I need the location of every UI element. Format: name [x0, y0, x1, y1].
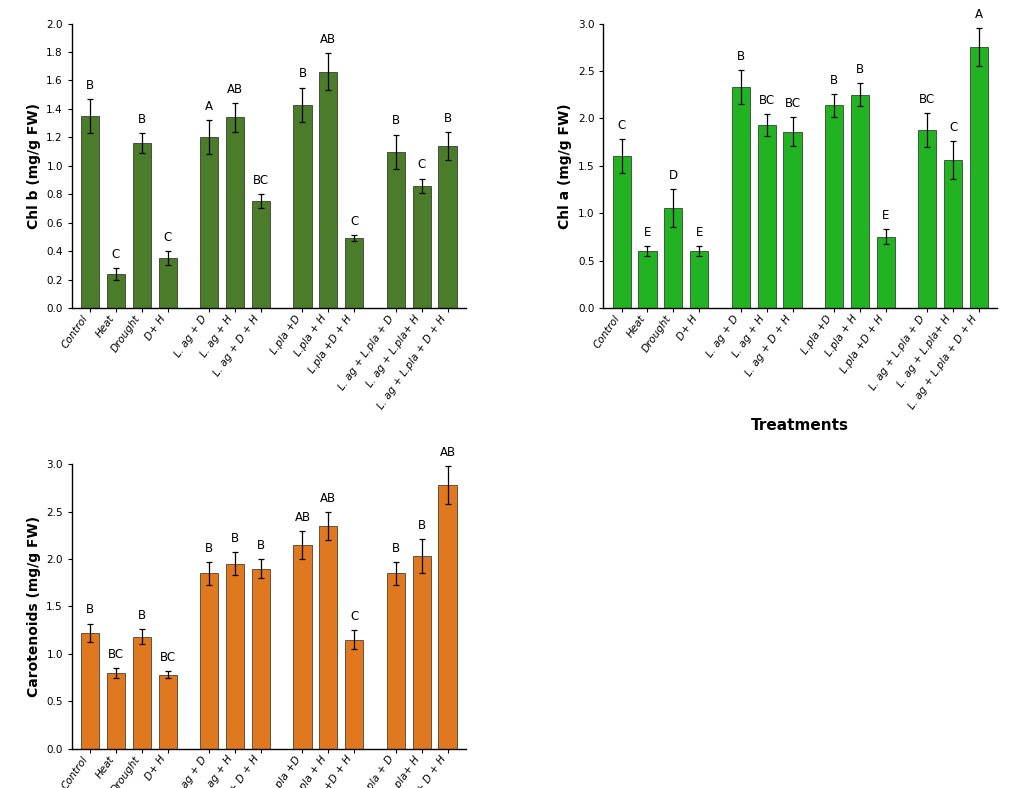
- Text: AB: AB: [321, 33, 336, 46]
- Text: Treatments: Treatments: [751, 418, 849, 433]
- Bar: [226, 563, 245, 749]
- Text: B: B: [231, 533, 240, 545]
- Bar: [638, 251, 657, 308]
- Text: C: C: [949, 121, 957, 134]
- Text: AB: AB: [439, 446, 455, 459]
- Text: C: C: [163, 231, 172, 244]
- Bar: [783, 132, 802, 308]
- Bar: [944, 160, 962, 308]
- Text: BC: BC: [784, 98, 801, 110]
- Bar: [293, 105, 311, 308]
- Text: B: B: [830, 73, 838, 87]
- Text: B: B: [417, 519, 426, 532]
- Bar: [158, 258, 177, 308]
- Bar: [387, 574, 405, 749]
- Text: BC: BC: [108, 648, 124, 661]
- Bar: [81, 116, 99, 308]
- Bar: [252, 569, 270, 749]
- Bar: [412, 556, 431, 749]
- Text: E: E: [882, 209, 889, 222]
- Text: D: D: [669, 169, 677, 182]
- Text: B: B: [257, 539, 265, 552]
- Bar: [345, 640, 363, 749]
- Text: B: B: [138, 609, 146, 622]
- Text: B: B: [298, 68, 306, 80]
- Bar: [226, 117, 245, 308]
- Text: C: C: [417, 158, 426, 172]
- Bar: [293, 545, 311, 749]
- Text: B: B: [138, 113, 146, 126]
- Bar: [613, 156, 630, 308]
- Bar: [824, 105, 843, 308]
- Bar: [200, 137, 218, 308]
- Bar: [877, 237, 894, 308]
- Text: B: B: [737, 50, 745, 63]
- Text: C: C: [351, 215, 359, 229]
- Bar: [439, 485, 456, 749]
- Text: AB: AB: [321, 492, 336, 504]
- Text: C: C: [351, 610, 359, 623]
- Bar: [732, 87, 749, 308]
- Bar: [387, 151, 405, 308]
- Bar: [345, 238, 363, 308]
- Text: B: B: [392, 542, 400, 555]
- Y-axis label: Chl b (mg/g FW): Chl b (mg/g FW): [27, 102, 41, 229]
- Bar: [412, 186, 431, 308]
- Text: C: C: [112, 248, 120, 261]
- Bar: [107, 273, 125, 308]
- Text: B: B: [443, 112, 451, 125]
- Text: B: B: [392, 114, 400, 128]
- Bar: [918, 130, 937, 308]
- Bar: [252, 201, 270, 308]
- Bar: [851, 95, 869, 308]
- Y-axis label: Carotenoids (mg/g FW): Carotenoids (mg/g FW): [27, 516, 41, 697]
- Bar: [133, 637, 151, 749]
- Bar: [158, 675, 177, 749]
- Bar: [664, 209, 683, 308]
- Text: C: C: [618, 119, 626, 132]
- Text: BC: BC: [919, 93, 935, 106]
- Text: AB: AB: [294, 511, 310, 523]
- Bar: [320, 526, 337, 749]
- Bar: [690, 251, 708, 308]
- Text: AB: AB: [227, 84, 244, 96]
- Text: A: A: [975, 8, 983, 21]
- Text: BC: BC: [159, 651, 176, 663]
- Bar: [320, 72, 337, 308]
- Y-axis label: Chl a (mg/g FW): Chl a (mg/g FW): [558, 103, 573, 229]
- Text: E: E: [644, 226, 651, 240]
- Bar: [107, 673, 125, 749]
- Bar: [200, 574, 218, 749]
- Text: B: B: [856, 63, 864, 76]
- Bar: [970, 47, 988, 308]
- Text: E: E: [696, 226, 703, 240]
- Text: B: B: [86, 79, 95, 92]
- Text: B: B: [206, 542, 213, 555]
- Text: BC: BC: [759, 94, 775, 106]
- Bar: [133, 143, 151, 308]
- Bar: [81, 633, 99, 749]
- Text: BC: BC: [253, 174, 269, 187]
- Bar: [439, 146, 456, 308]
- Bar: [758, 125, 776, 308]
- Text: A: A: [206, 100, 213, 113]
- Text: B: B: [86, 604, 95, 616]
